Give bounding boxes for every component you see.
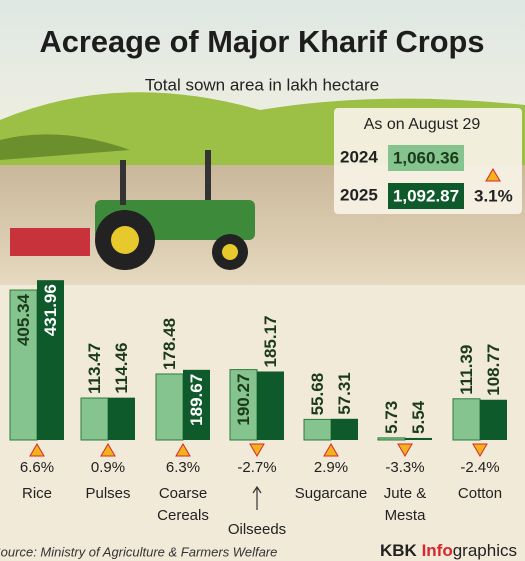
value-label: 5.54 <box>409 400 428 434</box>
change-triangle <box>249 443 265 457</box>
bar <box>108 397 135 440</box>
value-label: 55.68 <box>308 373 327 416</box>
value-label: 111.39 <box>457 345 476 395</box>
value-label: 108.77 <box>484 344 503 396</box>
brand-part: KBK <box>380 541 422 560</box>
category-label: Jute & Mesta <box>384 485 427 524</box>
value-label: 113.47 <box>85 343 104 394</box>
category-label: Sugarcane <box>295 485 368 502</box>
category-label: Coarse Cereals <box>157 485 209 524</box>
category-label: Cotton <box>458 485 502 502</box>
category-line: Mesta <box>385 507 427 524</box>
bar <box>155 373 184 441</box>
brand-part: graphics <box>453 541 517 560</box>
bar <box>229 369 258 441</box>
tractor <box>10 150 255 270</box>
value-label: 5.73 <box>382 401 401 434</box>
total-box <box>388 183 464 209</box>
category-label: Rice <box>22 485 52 502</box>
value-label: 178.48 <box>160 318 179 370</box>
change-label: -2.4% <box>460 459 499 476</box>
bar <box>480 399 507 440</box>
source: Source: Ministry of Agriculture & Farmer… <box>0 544 277 559</box>
total-year: 2024 <box>340 147 378 166</box>
subtitle: Total sown area in lakh hectare <box>145 75 379 94</box>
bar <box>331 418 358 440</box>
category-label: Oilseeds <box>228 521 286 538</box>
bar <box>183 369 210 440</box>
category-line: Jute & <box>384 485 427 502</box>
value-label: 431.96 <box>41 284 60 336</box>
bar <box>257 371 284 440</box>
total-change: 3.1% <box>474 186 513 205</box>
bar <box>9 289 38 441</box>
bar <box>377 437 406 441</box>
change-label: 6.3% <box>166 459 200 476</box>
total-box <box>388 145 464 171</box>
pointer-arrow <box>252 485 262 510</box>
value-label: 405.34 <box>14 293 33 346</box>
change-triangle <box>175 443 191 457</box>
category-label: Pulses <box>85 485 130 502</box>
total-year: 2025 <box>340 185 378 204</box>
change-triangle <box>100 443 116 457</box>
category-line: Coarse <box>159 485 207 502</box>
hills <box>0 134 130 160</box>
brand-part: Info <box>422 541 453 560</box>
bar <box>405 437 432 440</box>
chart-title: Acreage of Major Kharif Crops <box>40 24 485 59</box>
change-label: 6.6% <box>20 459 54 476</box>
value-label: 189.67 <box>187 374 206 426</box>
brand: KBK Infographics <box>380 541 517 560</box>
change-label: 0.9% <box>91 459 125 476</box>
bar <box>452 398 481 441</box>
change-label: -3.3% <box>385 459 424 476</box>
change-triangle <box>485 168 501 182</box>
total-value: 1,092.87 <box>393 186 459 205</box>
value-label: 190.27 <box>234 374 253 426</box>
value-label: 57.31 <box>335 372 354 415</box>
bar <box>37 280 64 440</box>
change-triangle <box>29 443 45 457</box>
bar <box>303 418 332 441</box>
bar <box>80 397 109 441</box>
value-label: 185.17 <box>261 315 280 367</box>
category-line: Cereals <box>157 507 209 524</box>
change-label: 2.9% <box>314 459 348 476</box>
totals-label: As on August 29 <box>364 116 481 133</box>
total-value: 1,060.36 <box>393 148 459 167</box>
value-label: 114.46 <box>112 343 131 394</box>
change-triangle <box>323 443 339 457</box>
change-triangle <box>397 443 413 457</box>
change-triangle <box>472 443 488 457</box>
change-label: -2.7% <box>237 459 276 476</box>
